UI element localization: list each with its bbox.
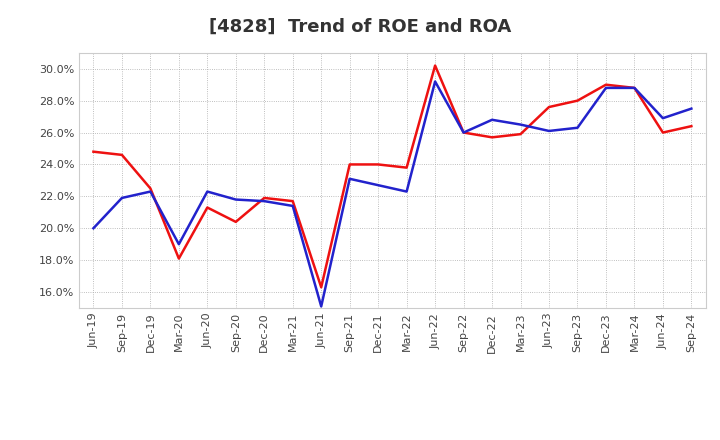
Text: [4828]  Trend of ROE and ROA: [4828] Trend of ROE and ROA xyxy=(209,18,511,36)
